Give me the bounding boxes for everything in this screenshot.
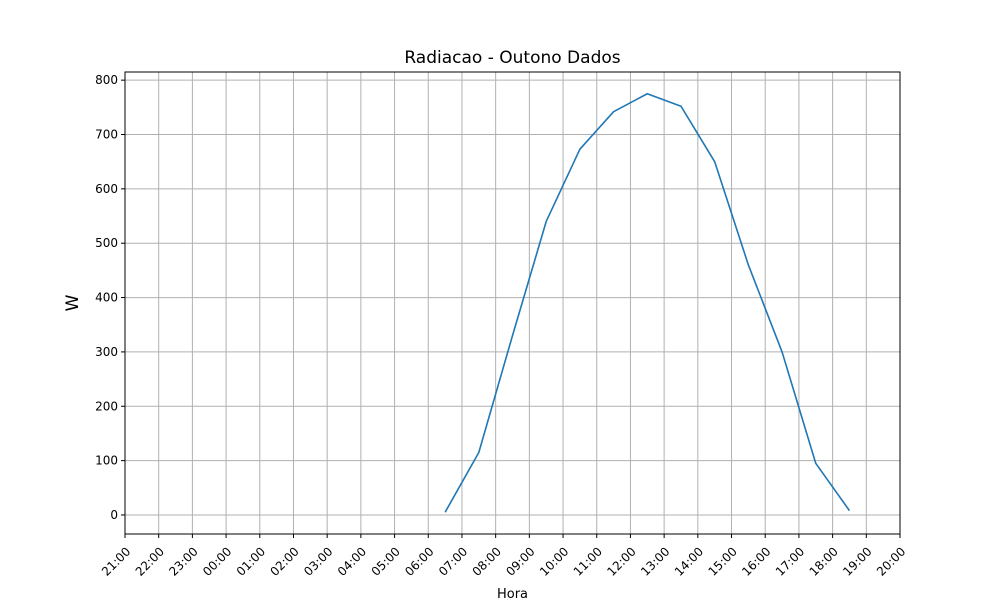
- grid: [124, 72, 901, 534]
- series-layer: [444, 92, 851, 513]
- y-tick-label: 300: [95, 345, 118, 359]
- series-line: [444, 92, 851, 513]
- y-tick-label: 800: [95, 73, 118, 87]
- y-axis-label: W: [63, 294, 83, 311]
- x-axis-label: Hora: [497, 587, 528, 600]
- y-tick-label: 700: [95, 128, 118, 142]
- plot-frame: [124, 71, 901, 535]
- y-tick-label: 0: [110, 508, 118, 522]
- y-tick-label: 600: [95, 182, 118, 196]
- y-tick-label: 400: [95, 291, 118, 305]
- y-tick-label: 200: [95, 399, 118, 413]
- chart-title: Radiacao - Outono Dados: [404, 48, 620, 68]
- y-tick-label: 100: [95, 454, 118, 468]
- y-tick-label: 500: [95, 236, 118, 250]
